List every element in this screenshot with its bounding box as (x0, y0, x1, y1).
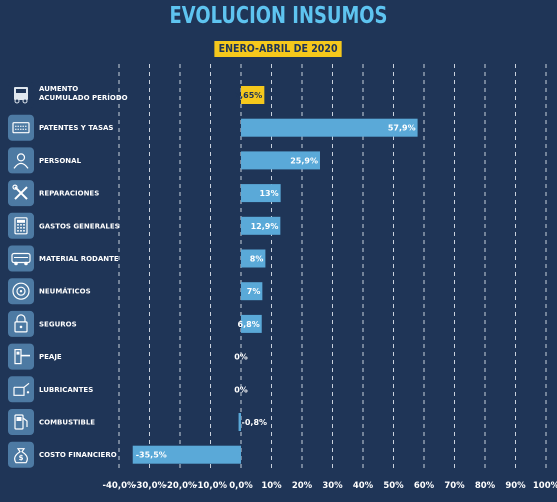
chart-row: NEUMÁTICOS 7% (8, 278, 263, 305)
calculator-icon (8, 212, 34, 239)
category-label: REPARACIONES (39, 190, 99, 198)
fuel-pump-icon (8, 409, 34, 435)
x-tick-label: 90% (505, 481, 526, 491)
value-label: 0% (234, 353, 248, 362)
icon-tile (8, 212, 34, 239)
truck-icon (8, 82, 34, 108)
category-label-line: PATENTES Y TASAS (39, 124, 113, 132)
x-tick-label: 50% (383, 481, 404, 491)
category-label: NEUMÁTICOS (39, 287, 91, 296)
x-tick-label: 40% (353, 481, 374, 491)
svg-text:$: $ (19, 454, 24, 462)
bar (241, 216, 281, 235)
bar (241, 282, 263, 301)
icon-tile (8, 114, 34, 141)
x-tick-label: -40,0% (102, 481, 135, 491)
chart-row: MATERIAL RODANTE 8% (8, 245, 266, 272)
chart-row: $ COSTO FINANCIERO -35,5% (8, 441, 241, 468)
x-tick-label: 70% (444, 481, 465, 491)
bar (241, 314, 262, 333)
bar (241, 184, 281, 203)
value-label: 12,9% (251, 222, 279, 231)
value-label: 6,8% (238, 320, 260, 329)
value-label: 57,9% (388, 124, 416, 133)
category-label: COMBUSTIBLE (39, 419, 95, 427)
bar (241, 86, 265, 104)
chart-title: EVOLUCION INSUMOS (169, 3, 388, 29)
bar (241, 118, 418, 137)
category-label-line: PERSONAL (39, 157, 82, 165)
category-label: AUMENTO ACUMULADO PERÍODO (39, 85, 128, 102)
category-label-line: AUMENTO (39, 85, 78, 93)
tire-icon (8, 278, 34, 305)
person-icon (8, 147, 34, 174)
category-label-line: REPARACIONES (39, 190, 99, 198)
chart-subtitle: ENERO-ABRIL DE 2020 (214, 41, 343, 57)
icon-tile (8, 245, 34, 272)
value-label: -35,5% (136, 451, 167, 460)
x-tick-label: 20% (292, 481, 313, 491)
icon-tile (8, 409, 34, 435)
x-tick-label: 0,0% (229, 481, 253, 491)
value-label: 8% (250, 255, 264, 264)
x-tick-label: 30% (322, 481, 343, 491)
category-label: PERSONAL (39, 157, 82, 165)
value-label: 0% (234, 385, 248, 394)
value-label: -0,8% (242, 418, 268, 427)
bar (241, 151, 320, 170)
icon-tile (8, 441, 34, 468)
chart-row: GASTOS GENERALES 12,9% (8, 212, 281, 239)
x-tick-label: -20,0% (163, 481, 196, 491)
x-tick-label: 80% (475, 481, 496, 491)
category-label: MATERIAL RODANTE (39, 255, 119, 263)
category-label: SEGUROS (39, 320, 77, 328)
category-label-line: LUBRICANTES (39, 386, 93, 394)
chart-row: SEGUROS 6,8% (8, 310, 262, 337)
tools-icon (8, 180, 34, 207)
category-label-line: NEUMÁTICOS (39, 287, 91, 296)
subtitle-container: ENERO-ABRIL DE 2020 (0, 37, 557, 57)
oil-can-icon (8, 376, 34, 403)
value-label: 25,9% (290, 156, 318, 165)
money-bag-icon: $ (8, 441, 34, 468)
value-label: 7,65% (235, 91, 263, 100)
category-label: PEAJE (39, 353, 62, 361)
category-label-line: SEGUROS (39, 320, 77, 328)
category-label-line: MATERIAL RODANTE (39, 255, 119, 263)
bar (132, 445, 241, 464)
x-tick-label: 100% (533, 481, 557, 491)
category-label-line: COMBUSTIBLE (39, 419, 95, 427)
bus-icon (8, 245, 34, 272)
toll-booth-icon (8, 343, 34, 370)
lock-icon (8, 310, 34, 337)
x-tick-label: 60% (414, 481, 435, 491)
chart-row: LUBRICANTES 0% (8, 376, 248, 403)
category-label: LUBRICANTES (39, 386, 93, 394)
category-label-line: GASTOS GENERALES (39, 222, 120, 230)
chart-row: PATENTES Y TASAS 57,9% (8, 114, 418, 141)
x-tick-label: 10% (261, 481, 282, 491)
chart-row: PERSONAL 25,9% (8, 147, 320, 174)
x-tick-label: -30,0% (133, 481, 166, 491)
chart-row: PEAJE 0% (8, 343, 248, 370)
category-label-line: PEAJE (39, 353, 62, 361)
x-tick-label: -10,0% (194, 481, 227, 491)
value-label: 7% (247, 287, 261, 296)
chart-row: AUMENTO ACUMULADO PERÍODO 7,65% (8, 82, 265, 108)
icon-tile (8, 376, 34, 403)
bar (241, 249, 266, 268)
x-axis: -40,0%-30,0%-20,0%-10,0% 0,0% 10% 20% 30% 40%… (102, 481, 557, 491)
bar (238, 413, 241, 431)
value-label: 13% (259, 189, 278, 198)
category-label: COSTO FINANCIERO (39, 451, 117, 459)
keyboard-icon (8, 114, 34, 141)
chart-row: REPARACIONES 13% (8, 180, 281, 207)
chart-row: COMBUSTIBLE -0,8% (8, 409, 267, 435)
category-label-line: COSTO FINANCIERO (39, 451, 117, 459)
category-label: PATENTES Y TASAS (39, 124, 113, 132)
category-label-line: ACUMULADO PERÍODO (39, 93, 128, 102)
category-label: GASTOS GENERALES (39, 222, 120, 230)
